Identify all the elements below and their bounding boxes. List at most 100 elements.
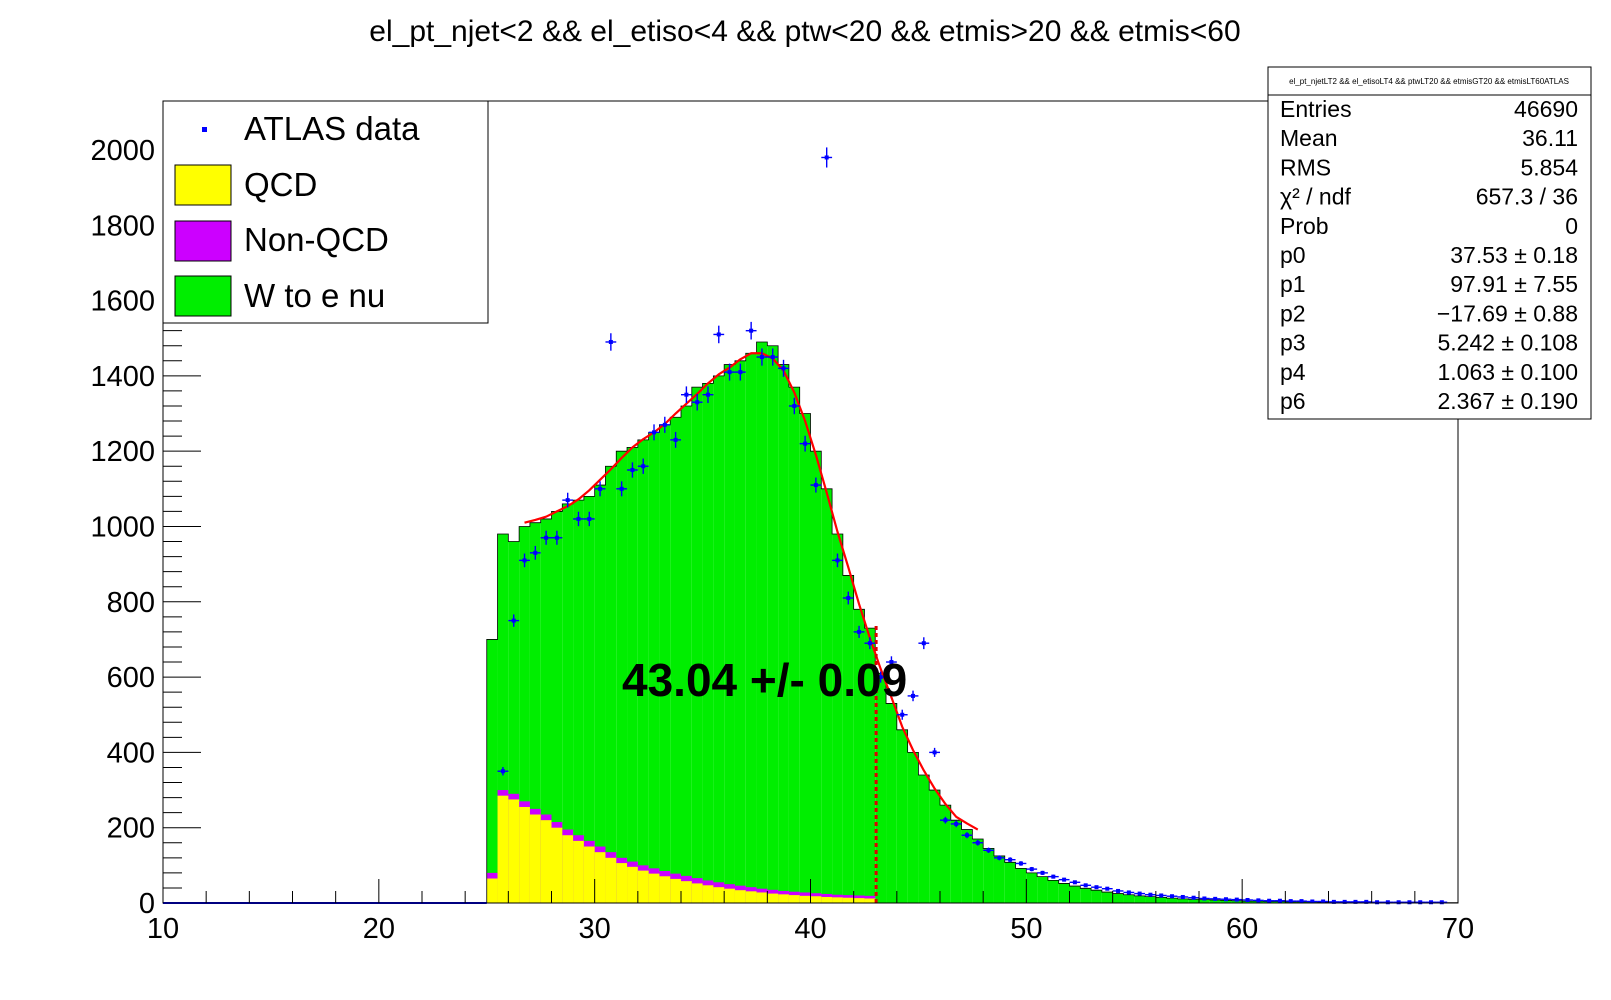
legend-entry-w-to-e-nu: W to e nu (174, 275, 385, 317)
data-point-marker (1277, 898, 1282, 903)
w-to-e-nu-bar (1091, 890, 1102, 903)
data-point-marker (1051, 874, 1056, 879)
data-point-marker (1062, 877, 1067, 882)
data-point (1047, 874, 1059, 879)
w-to-e-nu-bar (486, 639, 498, 903)
stats-value: 97.91 ± 7.55 (1450, 271, 1578, 297)
data-point-marker (652, 430, 657, 435)
data-point (961, 832, 973, 839)
qcd-bar (842, 897, 854, 903)
stats-value: 657.3 / 36 (1476, 184, 1578, 210)
stats-box-frame (1267, 66, 1592, 420)
w-to-e-nu-bar (1069, 886, 1081, 903)
stats-value: 36.11 (1522, 125, 1578, 151)
data-point-marker (1375, 900, 1380, 905)
data-point (1231, 897, 1243, 902)
data-point-marker (932, 750, 937, 755)
data-points-layer (163, 147, 1448, 905)
qcd-bar (551, 827, 563, 903)
w-to-e-nu-bar (648, 432, 660, 903)
data-point-marker (1385, 900, 1390, 905)
data-point-marker (1202, 896, 1207, 901)
data-point-marker (1072, 880, 1077, 885)
w-to-e-nu-bar (1015, 868, 1027, 903)
stats-box: el_pt_njetLT2 && el_etisoLT4 && ptwLT20 … (1267, 66, 1592, 420)
w-to-e-nu-bar (1026, 872, 1038, 903)
y-tick-label: 1800 (90, 210, 155, 242)
data-point-marker (1083, 883, 1088, 888)
y-tick-label: 600 (107, 662, 155, 694)
data-point (832, 553, 843, 568)
data-point (616, 481, 628, 497)
stats-label: χ² / ndf (1280, 184, 1351, 210)
data-point (1360, 899, 1372, 904)
legend-label-w-to-e-nu: W to e nu (244, 277, 385, 314)
w-to-e-nu-bar (1199, 899, 1210, 903)
data-point (1393, 900, 1405, 905)
data-point (583, 511, 595, 527)
data-point-marker (921, 641, 926, 646)
qcd-bar (691, 883, 703, 903)
w-to-e-nu-bar (972, 838, 984, 903)
data-point (1123, 890, 1135, 895)
y-tick-label: 0 (139, 888, 155, 920)
data-point-marker (1407, 900, 1412, 905)
w-to-e-nu-bar (702, 383, 714, 903)
qcd-bar (637, 870, 649, 903)
data-point-marker (1170, 894, 1175, 899)
qcd-bar (497, 795, 509, 903)
data-point (605, 333, 617, 351)
qcd-bar (648, 873, 660, 903)
w-to-e-nu-bar (940, 805, 951, 903)
data-point (853, 625, 865, 638)
w-to-e-nu-bar (788, 387, 800, 903)
data-point (1058, 877, 1070, 882)
w-to-e-nu-bar (616, 451, 628, 903)
stats-value: 5.854 (1520, 154, 1578, 180)
w-to-e-nu-bar (1112, 893, 1124, 903)
w-to-e-nu-bar (670, 417, 681, 903)
fit-curve (524, 352, 979, 831)
x-tick-label: 50 (1010, 913, 1042, 945)
data-point-marker (511, 618, 516, 623)
x-tick-label: 60 (1226, 913, 1258, 945)
data-point-marker (1321, 899, 1326, 904)
fit-layer (524, 352, 979, 903)
qcd-bar (788, 895, 800, 903)
qcd-bar (702, 885, 714, 903)
data-point (1188, 895, 1199, 900)
stats-label: p2 (1280, 300, 1306, 326)
stats-value: 5.242 ± 0.108 (1437, 330, 1578, 356)
data-point (810, 477, 822, 493)
data-point-marker (533, 550, 538, 555)
data-point-marker (943, 818, 948, 823)
stats-label: p1 (1280, 271, 1306, 297)
data-point-marker (813, 483, 818, 488)
y-tick-label: 400 (107, 737, 155, 769)
data-point-marker (900, 712, 905, 717)
legend-entry-qcd: QCD (174, 164, 317, 206)
data-point (1199, 896, 1210, 901)
data-point (1134, 891, 1146, 896)
data-point (940, 816, 951, 824)
legend-label-non-qcd: Non-QCD (244, 221, 389, 258)
data-point-marker (846, 596, 851, 601)
x-tick-label: 40 (794, 913, 826, 945)
legend-label-qcd: QCD (244, 166, 317, 203)
data-point-marker (576, 516, 581, 521)
data-point (1425, 900, 1437, 905)
legend-entry-non-qcd: Non-QCD (174, 220, 389, 262)
stats-value: 46690 (1514, 96, 1578, 122)
data-point (1404, 900, 1415, 905)
data-point-marker (770, 355, 775, 360)
data-point-marker (662, 422, 667, 427)
y-tick-label: 1600 (90, 286, 155, 318)
w-to-e-nu-bar (993, 855, 1005, 903)
w-to-e-nu-bar (627, 447, 638, 903)
data-point (1026, 866, 1038, 872)
w-to-e-nu-bar (1123, 894, 1135, 903)
data-point (1317, 899, 1329, 904)
qcd-bar (659, 876, 671, 903)
qcd-bar (734, 890, 746, 903)
